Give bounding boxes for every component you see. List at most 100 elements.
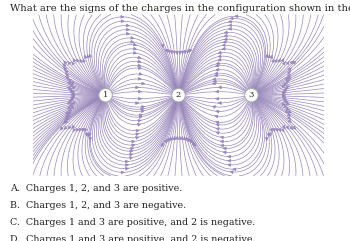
FancyArrowPatch shape [220,140,224,143]
FancyArrowPatch shape [228,164,231,167]
FancyArrowPatch shape [216,97,218,100]
FancyArrowPatch shape [189,49,192,52]
FancyArrowPatch shape [133,52,136,54]
FancyArrowPatch shape [138,120,141,122]
Text: C.  Charges 1 and 3 are positive, and 2 is negative.: C. Charges 1 and 3 are positive, and 2 i… [10,218,256,227]
FancyArrowPatch shape [64,126,67,129]
FancyArrowPatch shape [223,151,226,154]
FancyArrowPatch shape [229,24,232,27]
FancyArrowPatch shape [161,44,163,47]
FancyArrowPatch shape [282,62,285,65]
FancyArrowPatch shape [282,102,285,105]
FancyArrowPatch shape [82,128,85,131]
FancyArrowPatch shape [65,71,68,73]
FancyArrowPatch shape [223,147,226,150]
FancyArrowPatch shape [68,111,71,114]
FancyArrowPatch shape [141,82,145,85]
FancyArrowPatch shape [285,78,288,80]
FancyArrowPatch shape [70,106,74,109]
FancyArrowPatch shape [290,126,293,129]
FancyArrowPatch shape [68,61,71,65]
FancyArrowPatch shape [287,113,290,116]
FancyArrowPatch shape [176,51,178,54]
FancyArrowPatch shape [215,115,218,118]
FancyArrowPatch shape [132,144,135,147]
FancyArrowPatch shape [125,160,128,163]
FancyArrowPatch shape [60,127,63,130]
FancyArrowPatch shape [274,59,277,62]
FancyArrowPatch shape [287,71,290,74]
FancyArrowPatch shape [72,125,75,128]
FancyArrowPatch shape [89,54,91,57]
FancyArrowPatch shape [286,86,290,88]
FancyArrowPatch shape [282,125,285,128]
FancyArrowPatch shape [284,98,287,101]
FancyArrowPatch shape [131,40,134,43]
FancyArrowPatch shape [77,59,79,62]
FancyArrowPatch shape [68,108,71,111]
FancyArrowPatch shape [69,84,73,87]
FancyArrowPatch shape [68,114,70,117]
FancyArrowPatch shape [138,77,141,80]
FancyArrowPatch shape [131,36,134,39]
FancyArrowPatch shape [288,110,292,113]
FancyArrowPatch shape [84,128,87,132]
FancyArrowPatch shape [65,120,68,123]
Text: What are the signs of the charges in the configuration shown in the figure?: What are the signs of the charges in the… [10,4,350,13]
Text: D.  Charges 1 and 3 are positive, and 2 is negative.: D. Charges 1 and 3 are positive, and 2 i… [10,235,256,241]
FancyArrowPatch shape [235,15,238,18]
FancyArrowPatch shape [216,124,219,126]
FancyArrowPatch shape [167,50,170,53]
FancyArrowPatch shape [73,59,76,62]
FancyArrowPatch shape [217,62,219,65]
FancyArrowPatch shape [216,121,219,124]
FancyArrowPatch shape [126,24,129,27]
FancyArrowPatch shape [178,136,181,139]
FancyArrowPatch shape [218,58,221,61]
FancyArrowPatch shape [282,95,286,97]
FancyArrowPatch shape [171,137,173,140]
FancyArrowPatch shape [139,114,142,116]
FancyArrowPatch shape [89,133,91,136]
FancyArrowPatch shape [193,142,195,145]
FancyArrowPatch shape [270,128,273,132]
FancyArrowPatch shape [141,108,144,111]
FancyArrowPatch shape [228,155,231,158]
FancyArrowPatch shape [126,32,129,35]
Circle shape [172,88,185,102]
FancyArrowPatch shape [133,43,136,46]
FancyArrowPatch shape [65,114,69,117]
FancyArrowPatch shape [173,137,176,140]
FancyArrowPatch shape [233,168,236,171]
FancyArrowPatch shape [282,85,285,88]
FancyArrowPatch shape [71,86,75,89]
FancyArrowPatch shape [281,59,284,62]
FancyArrowPatch shape [130,153,133,156]
Text: 1: 1 [103,91,108,99]
FancyArrowPatch shape [84,55,87,58]
FancyArrowPatch shape [224,34,228,37]
FancyArrowPatch shape [170,51,173,54]
FancyArrowPatch shape [141,110,144,113]
FancyArrowPatch shape [69,104,73,106]
FancyArrowPatch shape [272,128,275,131]
FancyArrowPatch shape [184,51,187,54]
FancyArrowPatch shape [168,138,171,141]
FancyArrowPatch shape [83,59,85,62]
FancyArrowPatch shape [76,128,79,132]
FancyArrowPatch shape [286,61,289,65]
FancyArrowPatch shape [284,90,287,92]
FancyArrowPatch shape [165,49,168,52]
Circle shape [99,88,112,102]
FancyArrowPatch shape [136,129,139,132]
FancyArrowPatch shape [64,61,67,64]
FancyArrowPatch shape [138,67,141,69]
FancyArrowPatch shape [220,145,224,147]
FancyArrowPatch shape [278,128,281,132]
FancyArrowPatch shape [290,61,293,64]
FancyArrowPatch shape [65,76,69,79]
Text: A.  Charges 1, 2, and 3 are positive.: A. Charges 1, 2, and 3 are positive. [10,184,183,193]
FancyArrowPatch shape [218,102,221,104]
FancyArrowPatch shape [161,143,163,146]
FancyArrowPatch shape [121,171,124,174]
